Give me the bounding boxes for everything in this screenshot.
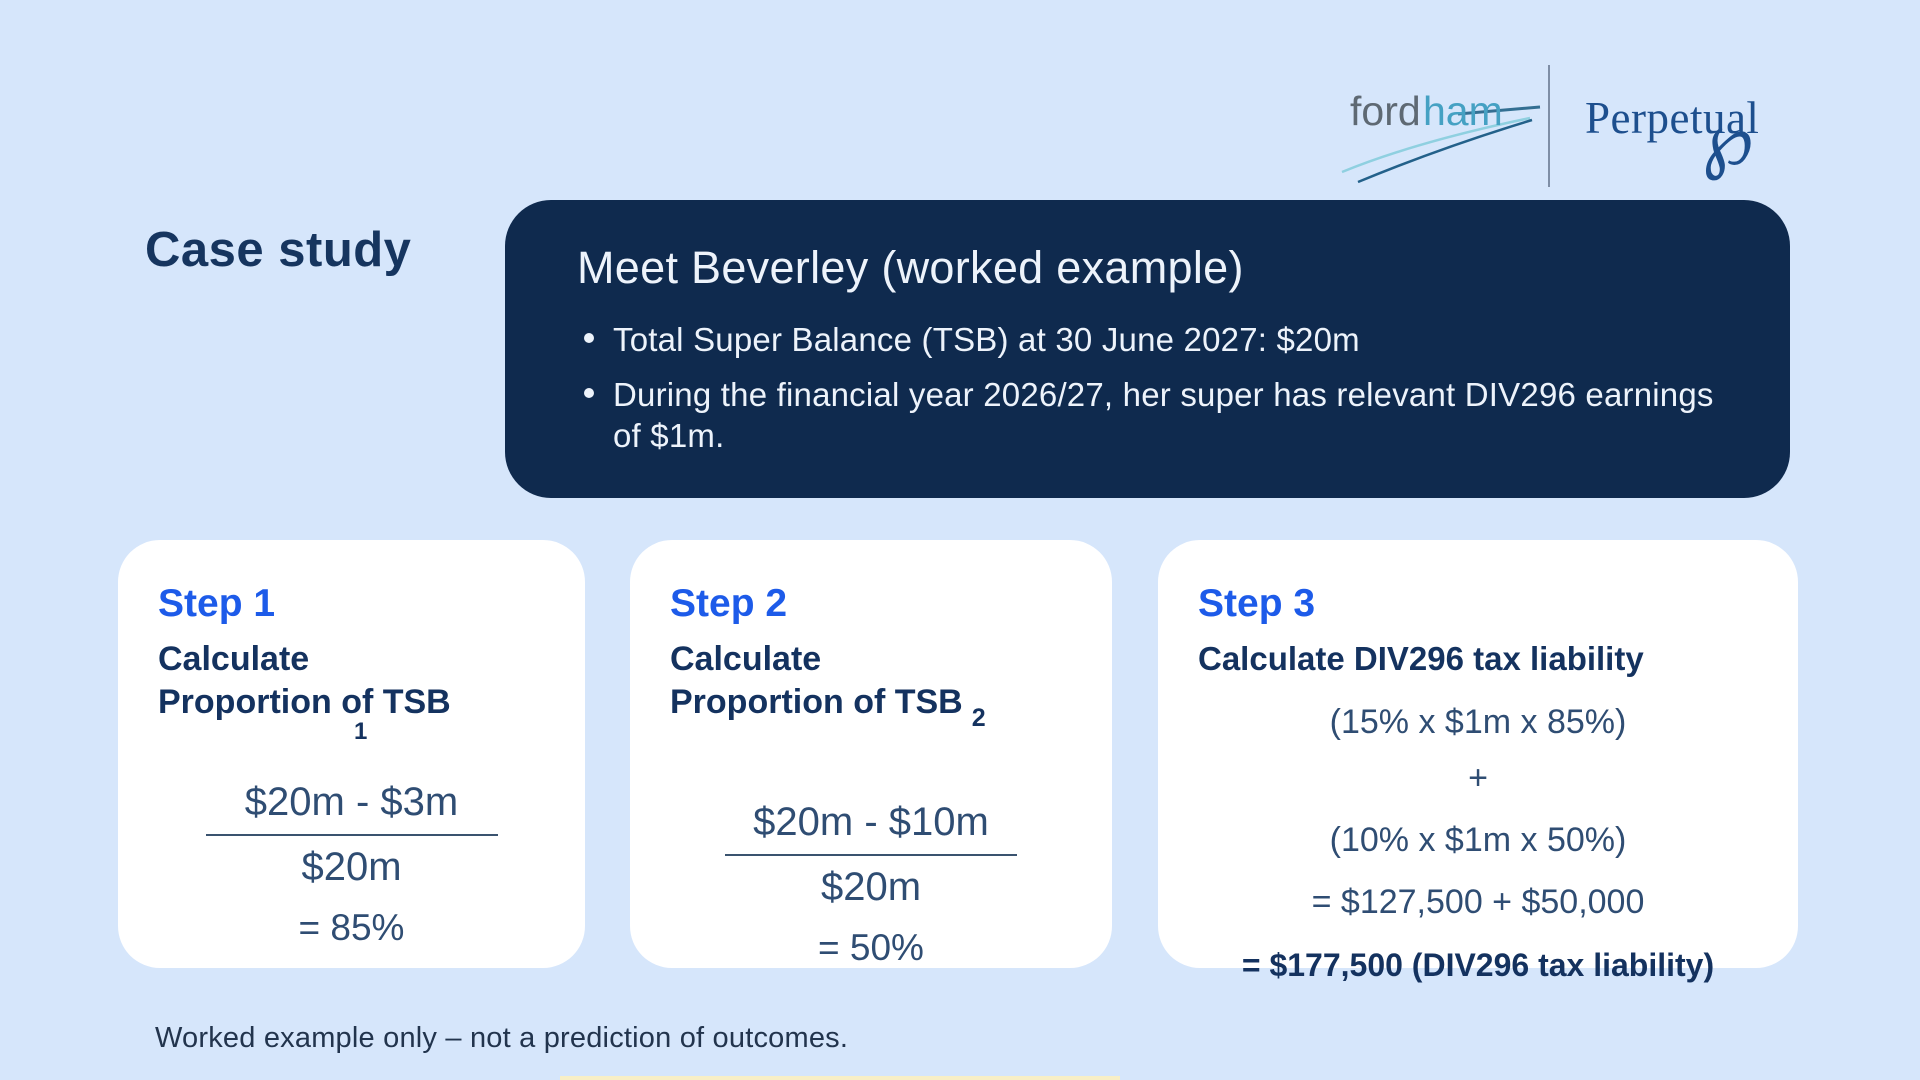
step-2-fraction: $20m - $10m $20m xyxy=(725,800,1017,910)
step-1-card: Step 1 Calculate Proportion of TSB 1 $20… xyxy=(118,540,585,968)
step-1-result: = 85% xyxy=(298,906,405,948)
step-3-heading: Calculate DIV296 tax liability xyxy=(1198,640,1644,677)
fordham-logo-icon: ford ham xyxy=(1341,88,1541,184)
bottom-accent-strip xyxy=(560,1076,1120,1080)
step-1-fraction: $20m - $3m $20m xyxy=(205,780,498,890)
step-1-heading-line: Proportion of TSB xyxy=(158,682,451,721)
step-3-formula-line: (10% x $1m x 50%) xyxy=(1329,820,1627,859)
intro-bullet: Total Super Balance (TSB) at 30 June 202… xyxy=(577,320,1718,361)
step-3-formula-line: = $127,500 + $50,000 xyxy=(1311,882,1645,921)
intro-bullet: During the financial year 2026/27, her s… xyxy=(577,375,1718,457)
step-2-numerator: $20m - $10m xyxy=(725,800,1017,857)
step-3-result: = $177,500 (DIV296 tax liability) xyxy=(1241,946,1715,983)
logo-area: ford ham Perpetual ℘ xyxy=(1340,60,1820,200)
step-1-numerator: $20m - $3m xyxy=(205,780,498,836)
step-3-card: Step 3 Calculate DIV296 tax liability (1… xyxy=(1158,540,1798,983)
fordham-wordmark-gray: ford xyxy=(1350,88,1421,134)
step-3-formula-line: (15% x $1m x 85%) xyxy=(1329,702,1627,741)
intro-bullet-text: During the financial year 2026/27, her s… xyxy=(613,375,1714,454)
fordham-wordmark-teal: ham xyxy=(1423,88,1503,134)
step-1-heading: Calculate Proportion of TSB 1 xyxy=(158,638,545,744)
intro-bullet-list: Total Super Balance (TSB) at 30 June 202… xyxy=(577,320,1718,457)
step-1-denominator: $20m xyxy=(301,844,402,889)
intro-bullet-text: Total Super Balance (TSB) at 30 June 202… xyxy=(613,321,1360,358)
step-2-label: Step 2 xyxy=(670,582,788,625)
step-2-heading: Calculate Proportion of TSB 2 xyxy=(670,638,1072,734)
step-2-heading-line: Calculate xyxy=(670,640,822,678)
logo-divider xyxy=(1548,65,1550,187)
step-2-heading-line: Proportion of TSB 2 xyxy=(670,681,1072,735)
perpetual-logo-icon: ℘ xyxy=(1702,96,1754,182)
step-1-subscript: 1 xyxy=(354,717,368,745)
step-2-denominator: $20m xyxy=(820,865,922,910)
step-2-subscript: 2 xyxy=(971,703,986,732)
step-2-heading-text: Proportion of TSB xyxy=(670,682,963,721)
bullet-dot-icon xyxy=(584,387,594,398)
perpetual-wordmark: Perpetual xyxy=(1585,93,1760,143)
intro-title: Meet Beverley (worked example) xyxy=(577,242,1244,293)
intro-box: Meet Beverley (worked example) Total Sup… xyxy=(505,200,1790,498)
step-2-result: = 50% xyxy=(818,927,924,969)
step-1-heading-line: Calculate xyxy=(158,640,310,678)
bullet-dot-icon xyxy=(584,333,594,343)
step-1-label: Step 1 xyxy=(158,582,276,625)
step-3-plus-sign: + xyxy=(1468,758,1488,797)
step-3-label: Step 3 xyxy=(1198,582,1316,625)
step-2-card: Step 2 Calculate Proportion of TSB 2 $20m… xyxy=(630,540,1112,968)
page-title: Case study xyxy=(145,223,412,277)
footer-disclaimer: Worked example only – not a prediction o… xyxy=(155,1022,849,1054)
